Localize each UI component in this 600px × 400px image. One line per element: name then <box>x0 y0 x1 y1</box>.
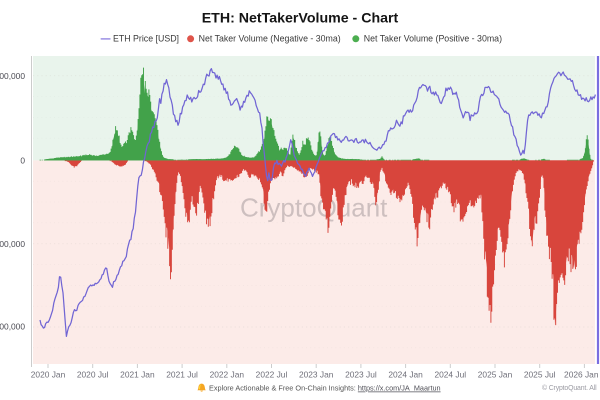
svg-text:Net Taker Volume (Positive - 3: Net Taker Volume (Positive - 30ma) <box>364 34 502 44</box>
svg-text:CryptoQuant: CryptoQuant <box>240 193 388 223</box>
svg-text:2024 Jan: 2024 Jan <box>388 370 423 380</box>
svg-text:2025 Jul: 2025 Jul <box>524 370 556 380</box>
svg-text:2022 Jul: 2022 Jul <box>256 370 288 380</box>
svg-text:ETH: NetTakerVolume - Chart: ETH: NetTakerVolume - Chart <box>202 10 399 26</box>
svg-text:2020 Jul: 2020 Jul <box>77 370 109 380</box>
svg-text:2021 Jul: 2021 Jul <box>166 370 198 380</box>
svg-text:© CryptoQuant. All: © CryptoQuant. All <box>542 384 597 392</box>
svg-text:2026 Jan: 2026 Jan <box>564 370 599 380</box>
svg-text:2022 Jan: 2022 Jan <box>210 370 245 380</box>
svg-text:-100,000: -100,000 <box>0 239 25 249</box>
svg-text:0: 0 <box>20 155 25 165</box>
svg-text:2021 Jan: 2021 Jan <box>120 370 155 380</box>
svg-text:2023 Jan: 2023 Jan <box>299 370 334 380</box>
svg-text:2023 Jul: 2023 Jul <box>345 370 377 380</box>
svg-text:2025 Jan: 2025 Jan <box>478 370 513 380</box>
svg-text:Net Taker Volume (Negative - 3: Net Taker Volume (Negative - 30ma) <box>199 34 341 44</box>
svg-text:Explore Actionable & Free On-C: Explore Actionable & Free On-Chain Insig… <box>209 384 441 393</box>
svg-text:100,000: 100,000 <box>0 71 25 81</box>
svg-text:2020 Jan: 2020 Jan <box>31 370 66 380</box>
svg-text:2024 Jul: 2024 Jul <box>434 370 466 380</box>
svg-text:ETH Price [USD]: ETH Price [USD] <box>113 34 179 44</box>
svg-text:-200,000: -200,000 <box>0 322 25 332</box>
